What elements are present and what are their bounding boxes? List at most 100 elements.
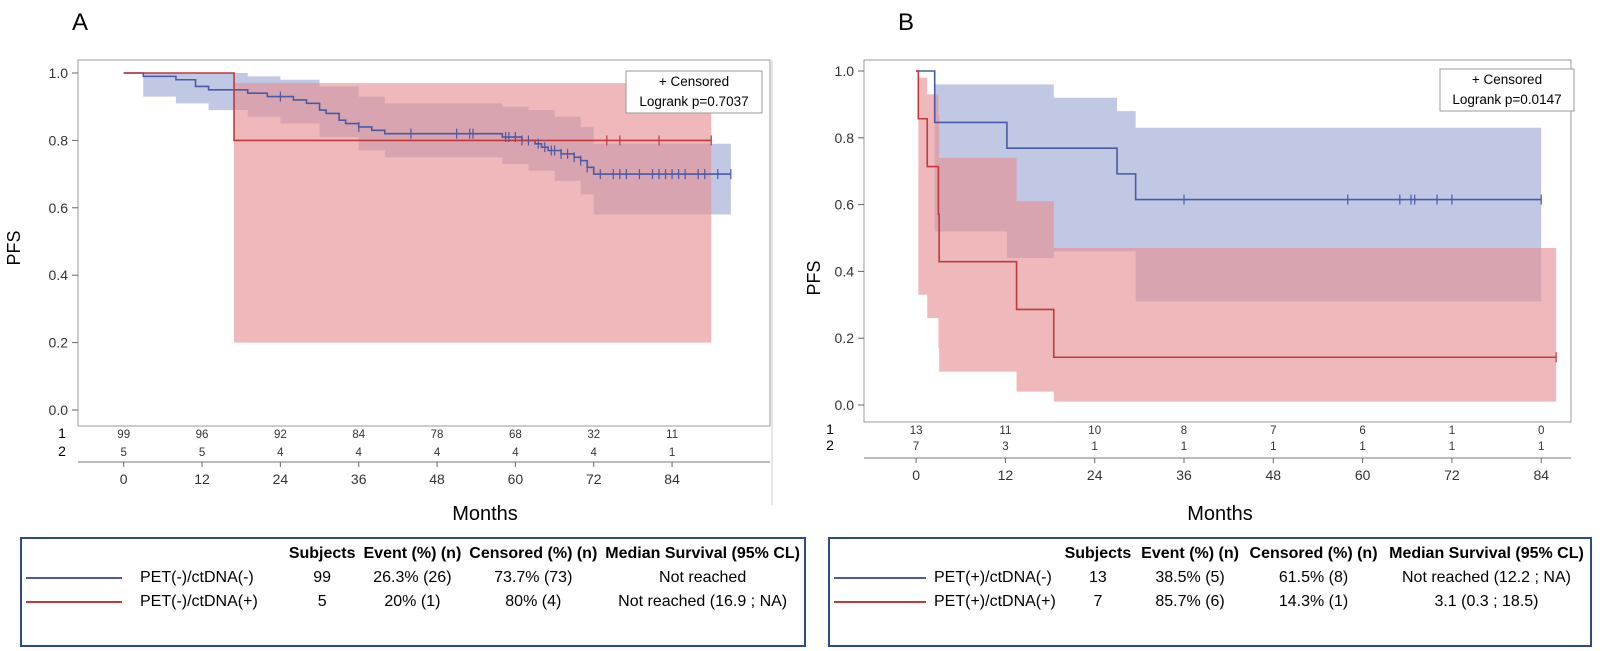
series-name: PET(+)/ctDNA(-) — [934, 569, 1052, 586]
at-risk-count: 1 — [1092, 441, 1098, 453]
subjects-cell: 99 — [313, 569, 332, 586]
at-risk-group-label: 1 — [58, 425, 66, 441]
header-event: Event (%) (n) — [363, 545, 462, 562]
x-tick-label: 72 — [586, 471, 602, 487]
median-cell: Not reached — [659, 569, 747, 586]
xlabel-a: Months — [452, 503, 518, 520]
at-risk-count: 1 — [1270, 441, 1276, 453]
x-tick-label: 24 — [273, 471, 289, 487]
at-risk-count: 1 — [669, 447, 675, 459]
legend-box-a — [625, 70, 763, 114]
at-risk-count: 1 — [1181, 441, 1187, 453]
y-tick-label: 0.0 — [49, 402, 69, 418]
at-risk-count: 11 — [666, 429, 678, 441]
y-tick-label: 0.4 — [49, 267, 69, 283]
x-tick-label: 24 — [1087, 467, 1103, 483]
table-row: PET(+)/ctDNA(+) 7 85.7% (6) 14.3% (1) 3.… — [830, 590, 1590, 614]
at-risk-count: 11 — [999, 425, 1011, 437]
at-risk-count: 13 — [910, 425, 923, 437]
at-risk-count: 10 — [1088, 425, 1101, 437]
header-subjects: Subjects — [1064, 545, 1132, 562]
at-risk-count: 1 — [1538, 441, 1544, 453]
ylabel-b: PFS — [804, 260, 824, 295]
at-risk-count: 5 — [199, 447, 205, 459]
x-tick-label: 0 — [120, 471, 128, 487]
at-risk-count: 8 — [1181, 425, 1187, 437]
table-row: PET(-)/ctDNA(+) 5 20% (1) 80% (4) Not re… — [22, 590, 804, 614]
y-tick-label: 0.8 — [835, 130, 855, 146]
event-cell: 26.3% (26) — [373, 569, 452, 586]
at-risk-count: 1 — [1359, 441, 1365, 453]
header-median: Median Survival (95% CL) — [1389, 545, 1584, 562]
at-risk-group-label: 2 — [826, 437, 834, 453]
censored-cell: 61.5% (8) — [1278, 569, 1349, 586]
figure: A 0.00.20.40.60.81.00 12 24 36 48 60 72 841 99 96… — [4, 9, 1575, 520]
event-cell: 20% (1) — [384, 593, 441, 610]
at-risk-group-label: 1 — [826, 421, 834, 437]
at-risk-count: 4 — [591, 447, 598, 459]
at-risk-count: 4 — [434, 447, 441, 459]
ci-band-1 — [916, 71, 1542, 302]
table-row: PET(+)/ctDNA(-) 13 38.5% (5) 61.5% (8) N… — [830, 566, 1590, 590]
censored-legend-b: + Censored — [1472, 72, 1542, 87]
series-name: PET(-)/ctDNA(+) — [140, 593, 258, 610]
survival-line-1 — [916, 70, 1542, 201]
y-tick-label: 0.4 — [835, 263, 855, 279]
logrank-b: Logrank p=0.0147 — [1452, 92, 1561, 107]
subjects-cell: 13 — [1089, 569, 1107, 586]
x-tick-label: 48 — [429, 471, 445, 487]
km-plot-a: 0.00.20.40.60.81.00 12 24 36 48 60 72 841 99 96 92… — [49, 59, 771, 487]
header-median: Median Survival (95% CL) — [605, 545, 800, 562]
at-risk-count: 92 — [274, 429, 287, 441]
censored-cell: 80% (4) — [505, 593, 562, 610]
y-tick-label: 0.2 — [49, 335, 69, 351]
at-risk-count: 96 — [196, 429, 209, 441]
ci-band-2 — [234, 83, 712, 343]
at-risk-count: 4 — [356, 447, 363, 459]
ci-band-2 — [916, 71, 1557, 402]
ylabel-a: PFS — [4, 230, 24, 265]
y-tick-label: 0.0 — [835, 397, 855, 413]
at-risk-count: 0 — [1538, 425, 1544, 437]
at-risk-group-label: 2 — [58, 443, 66, 459]
summary-table-a: Subjects Event (%) (n) Censored (%) (n) … — [20, 537, 806, 647]
x-tick-label: 84 — [664, 471, 680, 487]
x-tick-label: 36 — [1176, 467, 1192, 483]
x-tick-label: 48 — [1266, 467, 1282, 483]
legend-box-b — [1439, 68, 1575, 112]
median-cell: Not reached (12.2 ; NA) — [1401, 569, 1571, 586]
at-risk-count: 6 — [1359, 425, 1365, 437]
x-tick-label: 72 — [1444, 467, 1460, 483]
header-event: Event (%) (n) — [1141, 545, 1239, 562]
median-cell: Not reached (16.9 ; NA) — [618, 593, 788, 610]
km-plot-b: 0.00.20.40.60.81.00 12 24 36 48 60 72 841 13 11 10… — [826, 59, 1575, 483]
at-risk-count: 78 — [431, 429, 444, 441]
at-risk-count: 32 — [587, 429, 600, 441]
censored-legend-a: + Censored — [659, 74, 729, 89]
at-risk-count: 4 — [512, 447, 519, 459]
survival-line-2 — [916, 70, 1557, 359]
x-tick-label: 36 — [351, 471, 367, 487]
at-risk-count: 5 — [120, 447, 126, 459]
median-cell: 3.1 (0.3 ; 18.5) — [1434, 593, 1539, 610]
panel-label-a: A — [72, 9, 88, 36]
x-tick-label: 60 — [508, 471, 524, 487]
y-tick-label: 0.6 — [835, 197, 855, 213]
event-cell: 38.5% (5) — [1155, 569, 1225, 586]
header-spacer — [22, 539, 285, 566]
x-tick-label: 60 — [1355, 467, 1371, 483]
header-subjects: Subjects — [288, 545, 356, 562]
header-censored: Censored (%) (n) — [469, 545, 598, 562]
logrank-a: Logrank p=0.7037 — [639, 94, 748, 109]
event-cell: 85.7% (6) — [1155, 593, 1225, 610]
at-risk-count: 3 — [1002, 441, 1008, 453]
x-tick-label: 12 — [194, 471, 210, 487]
series-swatch-red — [834, 600, 926, 603]
y-tick-label: 0.2 — [835, 330, 855, 346]
subjects-cell: 5 — [317, 593, 327, 610]
x-tick-label: 0 — [912, 467, 920, 483]
at-risk-count: 7 — [1270, 425, 1276, 437]
censored-cell: 73.7% (73) — [494, 569, 573, 586]
at-risk-count: 1 — [1449, 441, 1455, 453]
header-spacer — [830, 539, 1060, 566]
